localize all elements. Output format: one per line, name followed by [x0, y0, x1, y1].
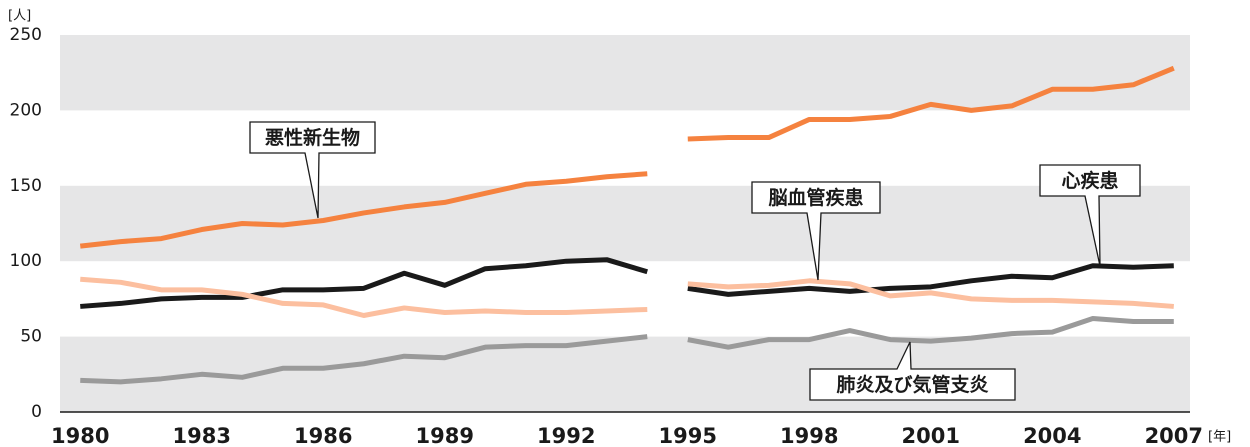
x-tick-label: 2007 — [1145, 424, 1203, 447]
y-tick-label: 100 — [10, 251, 42, 271]
callout-box — [751, 181, 881, 281]
x-tick-label: 2001 — [902, 424, 960, 447]
x-tick-label: 1989 — [416, 424, 474, 447]
callout-box — [809, 341, 1016, 401]
callout-label: 肺炎及び気管支炎 — [836, 373, 988, 396]
y-tick-label: 50 — [20, 327, 42, 347]
x-tick-label: 2004 — [1023, 424, 1081, 447]
x-tick-label: 1980 — [51, 424, 109, 447]
x-tick-label: 1998 — [780, 424, 838, 447]
x-axis-label: [年] — [1208, 430, 1231, 445]
x-tick-label: 1995 — [659, 424, 717, 447]
series-line — [79, 65, 1175, 249]
callout-label: 悪性新生物 — [265, 126, 360, 149]
y-tick-label: 150 — [10, 176, 42, 196]
series-line — [80, 257, 1174, 309]
y-tick-label: 0 — [31, 402, 42, 422]
x-tick-label: 1992 — [537, 424, 595, 447]
callout-box — [249, 121, 376, 219]
x-tick-label: 1986 — [294, 424, 352, 447]
series-line — [80, 276, 1174, 318]
callout-box — [1039, 164, 1141, 267]
y-axis-label: [人] — [8, 9, 31, 24]
series-line — [80, 316, 1174, 385]
callout-label: 脳血管疾患 — [767, 186, 863, 209]
callout-label: 心疾患 — [1061, 169, 1118, 192]
band — [60, 35, 1190, 111]
x-tick-label: 1983 — [173, 424, 231, 447]
bands — [60, 35, 1190, 412]
y-tick-label: 200 — [10, 100, 42, 120]
y-tick-label: 250 — [10, 25, 42, 45]
